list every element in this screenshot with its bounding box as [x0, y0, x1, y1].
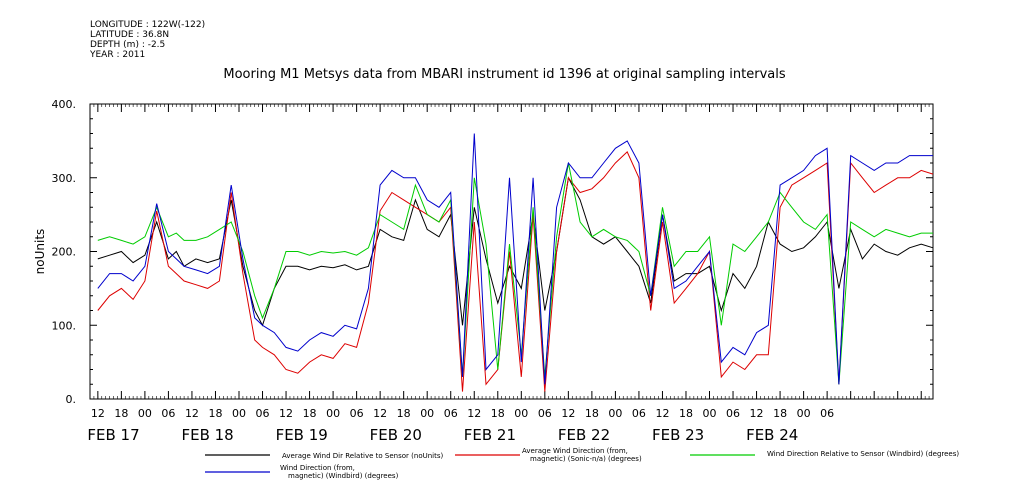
- y-axis-label: noUnits: [33, 229, 47, 275]
- y-tick-label: 0.: [66, 393, 77, 406]
- x-tick-label: 12: [655, 407, 669, 420]
- x-tick-label: 12: [467, 407, 481, 420]
- x-tick-label: 12: [750, 407, 764, 420]
- y-tick-label: 100.: [52, 319, 77, 332]
- x-tick-label: 00: [703, 407, 717, 420]
- x-tick-label: 06: [256, 407, 270, 420]
- x-tick-label: 00: [232, 407, 246, 420]
- x-tick-label: 18: [585, 407, 599, 420]
- x-day-label: FEB 24: [746, 426, 798, 444]
- x-day-label: FEB 17: [87, 426, 139, 444]
- x-tick-label: 00: [420, 407, 434, 420]
- y-tick-label: 400.: [52, 98, 77, 111]
- x-tick-label: 06: [632, 407, 646, 420]
- x-day-label: FEB 19: [276, 426, 328, 444]
- x-tick-label: 00: [608, 407, 622, 420]
- x-tick-label: 12: [91, 407, 105, 420]
- x-day-label: FEB 18: [181, 426, 233, 444]
- legend-label: Average Wind Dir Relative to Sensor (noU…: [282, 452, 443, 460]
- x-tick-label: 06: [538, 407, 552, 420]
- x-day-label: FEB 21: [464, 426, 516, 444]
- x-tick-label: 06: [444, 407, 458, 420]
- series-line-1: [97, 176, 934, 327]
- x-day-label: FEB 22: [558, 426, 610, 444]
- plot-frame: [89, 103, 934, 400]
- chart-title: Mooring M1 Metsys data from MBARI instru…: [223, 67, 786, 82]
- legend-label: Wind Direction (from, magnetic) (Windbird…: [280, 464, 399, 480]
- x-day-label: FEB 20: [370, 426, 422, 444]
- meta-longitude: LONGITUDE : 122W(-122): [90, 20, 206, 30]
- meta-latitude: LATITUDE : 36.8N: [90, 30, 170, 40]
- x-tick-label: 18: [208, 407, 222, 420]
- x-tick-label: 18: [114, 407, 128, 420]
- x-tick-label: 18: [773, 407, 787, 420]
- series-line-2: [97, 151, 934, 392]
- series-line-3: [97, 162, 933, 385]
- series-line-4: [97, 133, 933, 385]
- x-tick-label: 00: [514, 407, 528, 420]
- x-tick-label: 06: [350, 407, 364, 420]
- x-tick-label: 12: [373, 407, 387, 420]
- x-tick-label: 18: [397, 407, 411, 420]
- x-tick-label: 06: [161, 407, 175, 420]
- x-tick-label: 12: [185, 407, 199, 420]
- x-tick-label: 12: [279, 407, 293, 420]
- meta-depth: DEPTH (m) : -2.5: [90, 40, 166, 50]
- legend-label: Average Wind Direction (from, magnetic) (…: [522, 447, 642, 463]
- x-tick-label: 18: [303, 407, 317, 420]
- x-tick-label: 00: [138, 407, 152, 420]
- y-tick-label: 200.: [52, 246, 77, 259]
- x-tick-label: 06: [726, 407, 740, 420]
- x-tick-label: 18: [491, 407, 505, 420]
- legend-label: Wind Direction Relative to Sensor (Windb…: [767, 450, 959, 458]
- x-tick-label: 18: [679, 407, 693, 420]
- x-tick-label: 06: [820, 407, 834, 420]
- x-minor-ticks: [89, 104, 934, 399]
- x-tick-label: 00: [326, 407, 340, 420]
- x-tick-label: 12: [561, 407, 575, 420]
- metadata-block: LONGITUDE : 122W(-122) LATITUDE : 36.8N …: [90, 20, 205, 60]
- meta-year: YEAR : 2011: [90, 50, 146, 60]
- x-day-label: FEB 23: [652, 426, 704, 444]
- y-tick-label: 300.: [52, 172, 77, 185]
- x-tick-label: 00: [797, 407, 811, 420]
